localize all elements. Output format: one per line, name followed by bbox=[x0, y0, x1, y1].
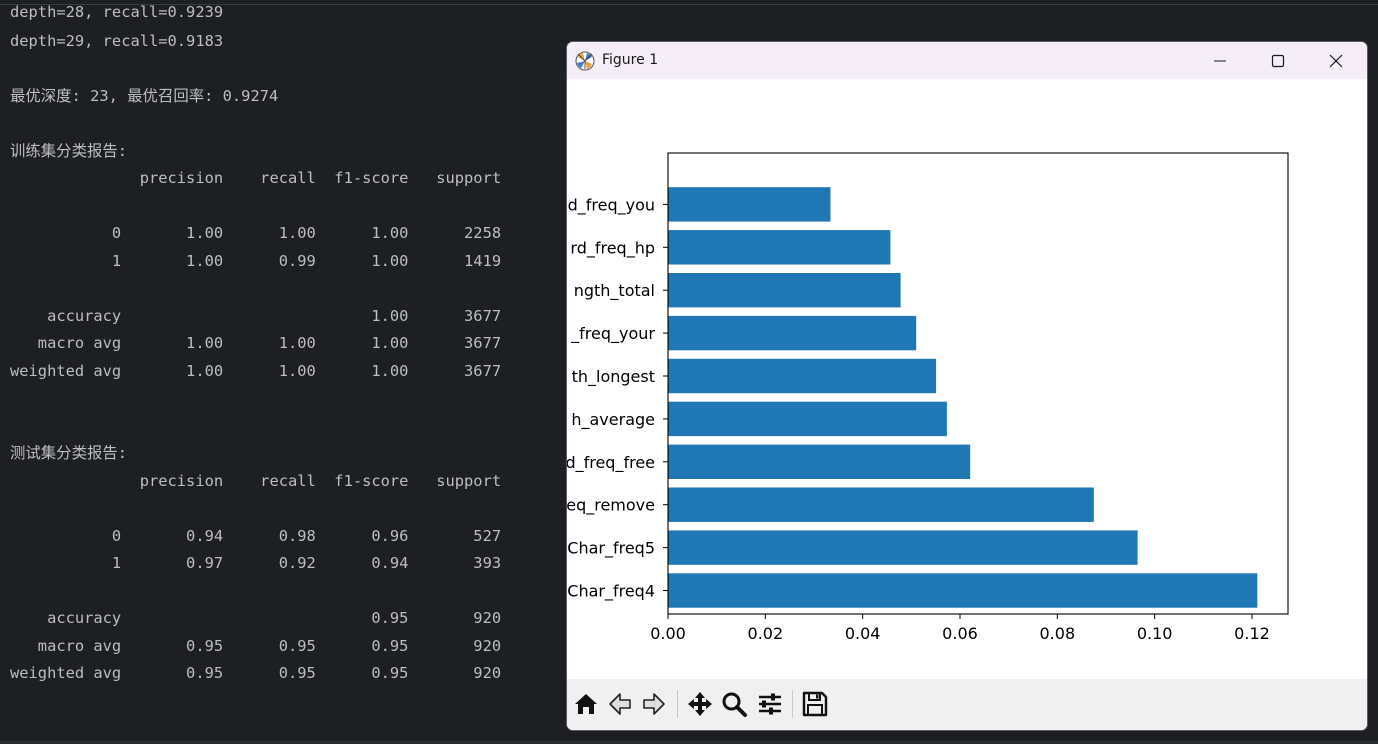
bar bbox=[668, 401, 947, 437]
bar bbox=[668, 573, 1258, 608]
console-line: depth=29, recall=0.9183 bbox=[10, 32, 224, 50]
bar bbox=[668, 444, 971, 479]
window-title: Figure 1 bbox=[602, 52, 659, 68]
y-tick-label: th_longest bbox=[572, 367, 655, 387]
figure-window[interactable]: Figure 1 d_freq_you rd_freq_hp ngth_total _… bbox=[566, 41, 1368, 731]
console-line: macro avg 1.00 1.00 1.00 3677 bbox=[10, 334, 502, 352]
toolbar-separator bbox=[792, 690, 793, 718]
configure-subplots-button[interactable] bbox=[755, 689, 785, 719]
y-tick-label: rd_freq_hp bbox=[570, 238, 655, 258]
y-tick-label: Char_freq4 bbox=[567, 582, 655, 602]
x-tick-label: 0.04 bbox=[845, 624, 881, 643]
y-tick-label: h_average bbox=[571, 410, 655, 430]
console-line: precision recall f1-score support bbox=[10, 169, 502, 187]
save-button[interactable] bbox=[800, 689, 830, 719]
console-line: 1 0.97 0.92 0.94 393 bbox=[10, 554, 502, 572]
y-tick-label: d_freq_free bbox=[567, 453, 655, 473]
axes-frame bbox=[667, 152, 1289, 615]
forward-arrow-icon bbox=[643, 693, 665, 715]
maximize-button[interactable] bbox=[1249, 42, 1307, 79]
console-top-border bbox=[0, 4, 1378, 5]
zoom-icon bbox=[722, 692, 747, 717]
x-tick-label: 0.06 bbox=[942, 624, 978, 643]
bar bbox=[668, 315, 917, 351]
x-tick-label: 0.10 bbox=[1137, 624, 1173, 643]
console-line: weighted avg 0.95 0.95 0.95 920 bbox=[10, 664, 502, 682]
console-line: 测试集分类报告: bbox=[10, 444, 128, 462]
close-button[interactable] bbox=[1307, 42, 1365, 79]
console-line: weighted avg 1.00 1.00 1.00 3677 bbox=[10, 362, 502, 380]
y-tick-label: d_freq_you bbox=[568, 195, 655, 215]
y-tick-label: _freq_your bbox=[570, 324, 655, 344]
minimize-button[interactable] bbox=[1191, 42, 1249, 79]
bar bbox=[668, 230, 891, 265]
y-tick-label: ngth_total bbox=[574, 281, 655, 301]
window-titlebar[interactable]: Figure 1 bbox=[567, 42, 1367, 79]
x-tick-label: 0.08 bbox=[1040, 624, 1076, 643]
back-button[interactable] bbox=[605, 689, 635, 719]
bar bbox=[668, 358, 937, 394]
y-tick-label: Char_freq5 bbox=[567, 539, 655, 559]
zoom-button[interactable] bbox=[719, 689, 749, 719]
console-line: depth=28, recall=0.9239 bbox=[10, 3, 224, 21]
minimize-icon bbox=[1214, 60, 1226, 61]
bar bbox=[668, 487, 1094, 522]
console-line: 最优深度: 23, 最优召回率: 0.9274 bbox=[10, 87, 279, 105]
x-tick-label: 0.00 bbox=[650, 624, 686, 643]
close-icon bbox=[1329, 54, 1343, 67]
console-line: 训练集分类报告: bbox=[10, 142, 128, 160]
console-line: macro avg 0.95 0.95 0.95 920 bbox=[10, 637, 502, 655]
console-line: accuracy 1.00 3677 bbox=[10, 307, 502, 325]
pan-icon bbox=[688, 692, 712, 716]
console-line: precision recall f1-score support bbox=[10, 472, 502, 490]
console-line: 0 0.94 0.98 0.96 527 bbox=[10, 527, 502, 545]
bar bbox=[668, 273, 901, 308]
navigation-toolbar bbox=[567, 679, 1367, 730]
bar-chart: d_freq_you rd_freq_hp ngth_total _freq_your… bbox=[567, 152, 1289, 643]
console-output[interactable]: depth=28, recall=0.9239 depth=29, recall… bbox=[0, 0, 560, 744]
console-line: 1 1.00 0.99 1.00 1419 bbox=[10, 252, 502, 270]
x-tick-label: 0.12 bbox=[1234, 624, 1270, 643]
bar bbox=[668, 530, 1138, 565]
home-button[interactable] bbox=[571, 689, 601, 719]
pan-button[interactable] bbox=[685, 689, 715, 719]
home-icon bbox=[575, 694, 597, 714]
maximize-icon bbox=[1271, 54, 1285, 67]
console-bottom-border bbox=[0, 741, 1378, 744]
configure-subplots-icon bbox=[759, 693, 781, 715]
console-line: 0 1.00 1.00 1.00 2258 bbox=[10, 224, 502, 242]
forward-button[interactable] bbox=[639, 689, 669, 719]
back-arrow-icon bbox=[609, 693, 631, 715]
figure-canvas[interactable]: d_freq_you rd_freq_hp ngth_total _freq_your… bbox=[567, 79, 1367, 679]
bar bbox=[668, 187, 831, 222]
matplotlib-icon bbox=[575, 51, 595, 71]
console-line: accuracy 0.95 920 bbox=[10, 609, 502, 627]
save-icon bbox=[802, 691, 828, 717]
x-tick-label: 0.02 bbox=[748, 624, 784, 643]
toolbar-separator bbox=[677, 690, 678, 718]
y-tick-label: eq_remove bbox=[567, 496, 655, 516]
